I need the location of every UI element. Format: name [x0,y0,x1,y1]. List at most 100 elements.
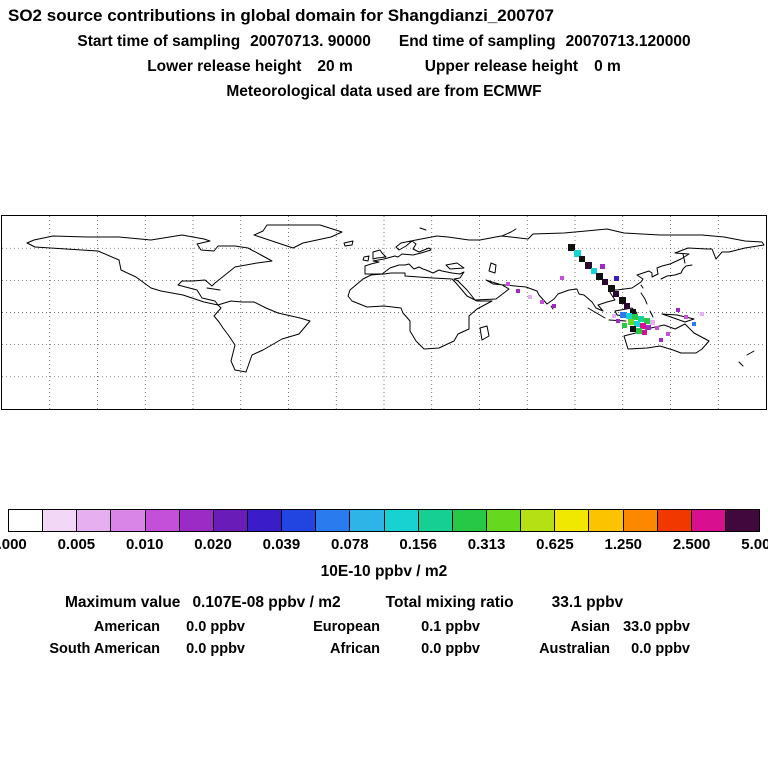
cuba-coast [206,287,221,291]
region-label-south-american: South American [49,641,160,657]
sumatra-coast [587,307,606,319]
colorbar-segment [43,510,78,531]
region-value-asian: 33.0 ppbv [623,619,690,635]
colorbar-segment [179,510,214,531]
africa-coast [347,272,493,350]
colorbar-tick-label: 0.010 [125,536,164,553]
uk-coast [372,249,387,260]
philippines-coast [640,292,648,305]
north-america-coast [26,234,273,306]
svalbard-coast [419,227,427,231]
caspian-sea-outline [488,262,497,274]
end-time: End time of sampling 20070713.120000 [399,33,691,51]
region-label-american: American [93,619,160,635]
region-value-australian: 0.0 ppbv [631,641,690,657]
world-map [2,216,766,409]
colorbar-segment [589,510,624,531]
colorbar-tick-label: 1.250 [604,536,643,553]
region-label-african: African [330,641,380,657]
colorbar-segment [9,510,44,531]
upper-release-value: 0 m [594,58,621,75]
colorbar-tick-label: 0.020 [194,536,232,553]
iceland-coast [343,240,354,247]
end-time-value: 20070713.120000 [565,33,691,50]
region-value-african: 0.0 ppbv [421,641,480,657]
region-contributions-table: American 0.0 ppbv European 0.1 ppbv Asia… [20,619,690,657]
colorbar-tick-label: 2.500 [672,536,711,553]
colorbar-segment [521,510,556,531]
page-title: SO2 source contributions in global domai… [8,6,554,25]
colorbar-segment [111,510,146,531]
total-mixing-ratio-value: 33.1 ppbv [551,594,624,611]
colorbar [8,509,760,532]
new-zealand-north-coast [746,350,755,356]
colorbar-segment [316,510,351,531]
eurasia-coast [364,228,765,312]
lower-release-value: 20 m [317,58,353,75]
world-map-panel [1,215,767,410]
upper-release-height: Upper release height 0 m [425,58,621,76]
colorbar-segment [213,510,248,531]
coastlines [26,224,765,373]
colorbar-segment [452,510,487,531]
end-time-label: End time of sampling [398,33,556,50]
colorbar-tick-label: 0.000 [0,536,27,553]
colorbar-segment [282,510,317,531]
novaya-zemlya-coast [501,228,517,237]
lower-release-label: Lower release height [147,58,302,75]
total-mixing-ratio-label: Total mixing ratio [385,594,514,611]
sakhalin-coast [682,253,686,264]
japan-coast [660,264,693,280]
region-label-australian: Australian [539,641,610,657]
colorbar-tick-label: 0.005 [57,536,96,553]
met-data-line: Meteorological data used are from ECMWF [0,83,768,101]
start-time-value: 20070713. 90000 [250,33,371,50]
stats-summary-row: Maximum value 0.107E-08 ppbv / m2 Total … [65,594,623,612]
taiwan-coast [640,284,644,289]
colorbar-segment [145,510,180,531]
ireland-coast [362,255,370,262]
madagascar-coast [479,325,490,341]
colorbar-segment [725,510,760,531]
start-time-label: Start time of sampling [77,33,241,50]
colorbar-segment [247,510,283,531]
lower-release-height: Lower release height 20 m [147,58,353,76]
start-time: Start time of sampling 20070713. 90000 [77,33,370,51]
south-america-coast [213,300,311,373]
new-zealand-south-coast [738,361,744,367]
region-value-european: 0.1 ppbv [421,619,480,635]
colorbar-segment [623,510,658,531]
so2-concentration-cells [506,244,704,342]
region-label-european: European [313,619,380,635]
colorbar-labels: 0.000 0.005 0.010 0.020 0.039 0.078 0.156 0.313… [0,536,768,554]
colorbar-tick-label: 0.156 [399,536,437,553]
sampling-times-line: Start time of sampling 20070713. 90000 E… [0,33,768,51]
colorbar-segment [418,510,453,531]
colorbar-tick-label: 0.313 [467,536,506,553]
colorbar-tick-label: 0.625 [536,536,574,553]
colorbar-segment [384,510,419,531]
max-value: 0.107E-08 ppbv / m2 [192,594,341,611]
region-label-asian: Asian [570,619,611,635]
colorbar-segment [555,510,590,531]
new-guinea-coast [661,313,695,323]
colorbar-segment [350,510,385,531]
colorbar-segment [486,510,522,531]
sulawesi-coast [649,310,654,318]
colorbar-segment [657,510,692,531]
upper-release-label: Upper release height [424,58,579,75]
met-data-text: Meteorological data used are from ECMWF [226,83,542,100]
release-heights-line: Lower release height 20 m Upper release … [0,58,768,76]
region-value-south-american: 0.0 ppbv [186,641,245,657]
greenland-coast [253,224,343,249]
colorbar-segment [691,510,726,531]
colorbar-tick-label: 0.039 [262,536,301,553]
black-sea-outline [445,262,465,270]
colorbar-tick-label: 0.078 [331,536,369,553]
latlon-grid [2,216,766,409]
colorbar-block: 0.000 0.005 0.010 0.020 0.039 0.078 0.156 0.313… [0,509,768,554]
colorbar-unit: 10E-10 ppbv / m2 [320,563,448,580]
region-value-american: 0.0 ppbv [186,619,245,635]
colorbar-tick-label: 5.000 [741,536,768,553]
